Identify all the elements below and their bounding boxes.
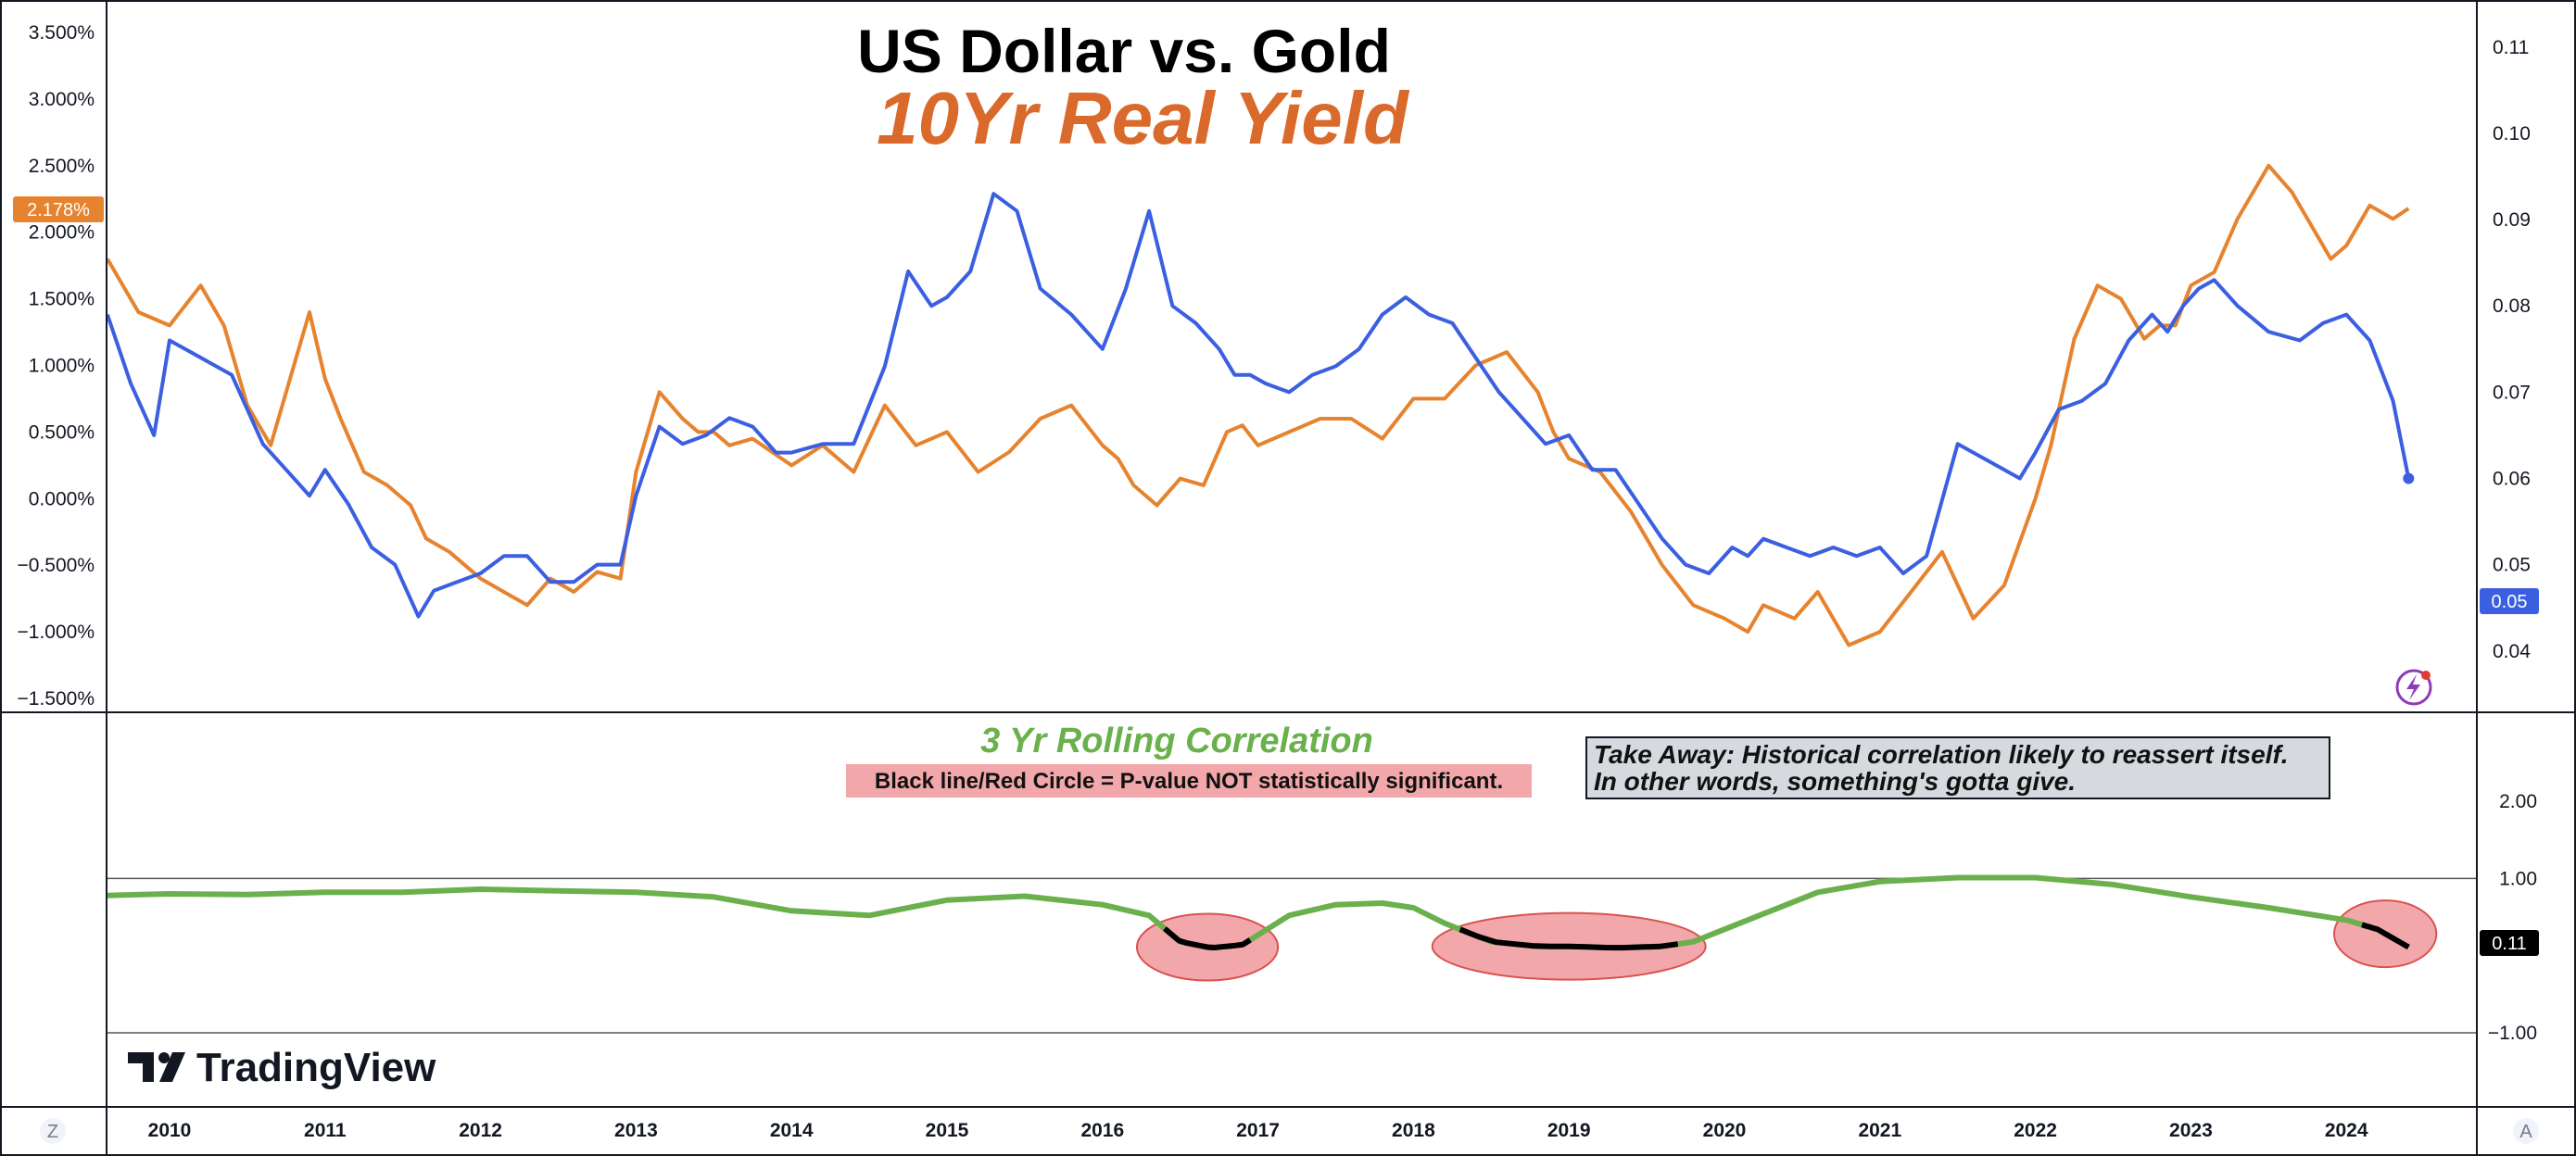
right-axis-tick: 0.07 (2493, 382, 2531, 403)
usd-gold-last-value: 0.05 (2492, 592, 2528, 612)
time-axis-tick: 2015 (926, 1120, 969, 1141)
right-axis-tick: 0.10 (2493, 123, 2531, 144)
svg-text:Z: Z (47, 1122, 58, 1142)
correlation-last-badge: 0.11 (2480, 930, 2539, 956)
correlation-reference-lines (107, 877, 2476, 1034)
usd-gold-last-badge: 0.05 (2480, 588, 2539, 614)
left-axis-tick: −0.500% (18, 555, 95, 576)
not-significant-segment (2361, 922, 2410, 950)
left-axis-tick: −1.000% (18, 622, 95, 643)
real-yield-line (107, 163, 2410, 647)
right-axis-tick: 0.11 (2493, 37, 2529, 58)
right-axis-tick: 0.08 (2493, 295, 2531, 317)
time-axis-tick: 2024 (2325, 1120, 2368, 1141)
left-axis-tick: 2.000% (29, 222, 95, 244)
correlation-axis-ticks: 2.00 1.00 −1.00 (2488, 791, 2537, 1044)
time-axis-tick: 2023 (2169, 1120, 2213, 1141)
not-significant-highlights (1135, 899, 2438, 982)
right-axis-tick: 0.05 (2493, 555, 2531, 576)
left-axis-tick: 1.500% (29, 289, 95, 310)
left-axis-tick: 2.500% (29, 156, 95, 177)
brand-name: TradingView (196, 1045, 436, 1090)
time-axis-tick: 2019 (1547, 1120, 1591, 1141)
time-axis-tick: 2012 (459, 1120, 502, 1141)
time-axis-tick: 2022 (2014, 1120, 2057, 1141)
correlation-line (107, 874, 2410, 951)
chart-title: US Dollar vs. Gold (857, 17, 1391, 85)
correlation-axis-tick: 2.00 (2499, 791, 2537, 812)
time-axis-tick: 2010 (148, 1120, 192, 1141)
not-significant-segments (1162, 922, 2410, 951)
left-axis-tick: 3.000% (29, 89, 95, 110)
right-axis-ticks: 0.11 0.10 0.09 0.08 0.07 0.06 0.05 0.04 (2493, 37, 2531, 662)
correlation-last-value: 0.11 (2492, 934, 2526, 954)
real-yield-last-value: 2.178% (27, 200, 90, 220)
left-axis-tick: −1.500% (18, 688, 95, 710)
usd-gold-last-point (2403, 472, 2415, 484)
pvalue-note: Black line/Red Circle = P-value NOT stat… (875, 769, 1503, 794)
real-yield-last-badge: 2.178% (13, 196, 104, 222)
right-axis-tick: 0.04 (2493, 641, 2531, 662)
usd-gold-line (107, 192, 2411, 619)
correlation-axis-tick: 1.00 (2499, 868, 2537, 889)
right-axis-tick: 0.09 (2493, 209, 2531, 231)
flash-icon[interactable] (2395, 669, 2432, 706)
not-significant-segment (1458, 926, 1679, 951)
takeaway-line-2: In other words, something's gotta give. (1594, 767, 2076, 796)
time-axis-tick: 2013 (614, 1120, 658, 1141)
time-axis-tick: 2011 (304, 1120, 347, 1141)
not-significant-segment (1162, 926, 1252, 950)
takeaway-line-1: Take Away: Historical correlation likely… (1594, 740, 2289, 769)
left-axis-ticks: 3.500% 3.000% 2.500% 2.000% 1.500% 1.000% 0.50… (18, 22, 95, 710)
correlation-title: 3 Yr Rolling Correlation (980, 722, 1373, 760)
pvalue-note-box (846, 764, 1532, 798)
time-axis-ticks: 2010 2011 2012 2013 2014 2015 2016 2017 2018 2019… (148, 1120, 2368, 1141)
time-axis-tick: 2021 (1858, 1120, 1901, 1141)
left-axis-tick: 0.500% (29, 421, 95, 443)
left-axis-tick: 0.000% (29, 488, 95, 509)
right-axis-tick: 0.06 (2493, 469, 2531, 490)
time-axis-tick: 2014 (770, 1120, 814, 1141)
auto-scale-right-button[interactable]: A (2513, 1118, 2539, 1144)
svg-text:A: A (2519, 1122, 2532, 1142)
auto-scale-left-button[interactable]: Z (40, 1118, 66, 1144)
takeaway-box (1585, 736, 2330, 799)
left-axis-tick: 1.000% (29, 356, 95, 377)
left-axis-tick: 3.500% (29, 22, 95, 44)
time-axis-tick: 2017 (1236, 1120, 1280, 1141)
chart-subtitle: 10Yr Real Yield (877, 77, 1410, 159)
time-axis-tick: 2016 (1080, 1120, 1124, 1141)
correlation-axis-tick: −1.00 (2488, 1023, 2537, 1044)
time-axis-tick: 2020 (1703, 1120, 1747, 1141)
time-axis-tick: 2018 (1392, 1120, 1435, 1141)
tradingview-logo-icon[interactable] (128, 1052, 185, 1082)
